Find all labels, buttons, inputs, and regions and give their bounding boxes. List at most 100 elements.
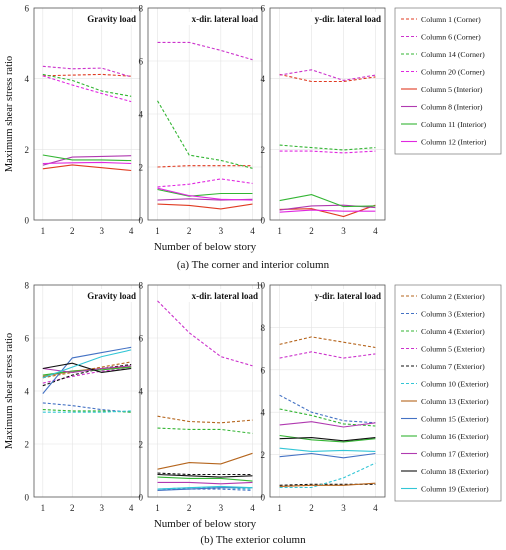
legend-label: Column 5 (Interior) — [421, 85, 483, 94]
series-line — [42, 366, 132, 377]
x-tick-label: 1 — [41, 503, 46, 513]
plot-frame — [269, 284, 386, 498]
y-tick-label: 2 — [25, 440, 30, 450]
legend-label: Column 19 (Exterior) — [421, 485, 489, 494]
chart-title-bg — [287, 12, 383, 25]
series-line — [42, 367, 132, 384]
plot-frame — [147, 7, 263, 221]
caption-exterior: (b) The exterior column — [200, 534, 306, 546]
legend-label: Column 17 (Exterior) — [421, 450, 489, 459]
x-axis-label: Number of below story — [154, 518, 257, 530]
series-line — [279, 69, 376, 81]
series-line — [42, 346, 132, 394]
x-tick-label: 1 — [41, 226, 46, 236]
y-tick-label: 4 — [25, 387, 30, 397]
x-tick-label: 2 — [309, 226, 314, 236]
x-axis-label: Number of below story — [154, 241, 257, 253]
legend-label: Column 12 (Interior) — [421, 138, 487, 147]
x-tick-label: 3 — [99, 503, 104, 513]
series-line — [42, 154, 132, 162]
series-line — [157, 300, 253, 367]
x-tick-label: 3 — [99, 226, 104, 236]
legend-label: Column 1 (Corner) — [421, 15, 481, 24]
x-tick-label: 2 — [70, 503, 75, 513]
legend-label: Column 2 (Exterior) — [421, 292, 485, 301]
legend-label: Column 10 (Exterior) — [421, 380, 489, 389]
series-line — [279, 73, 376, 83]
x-tick-label: 1 — [277, 226, 282, 236]
series-line — [42, 161, 132, 165]
y-tick-label: 4 — [261, 408, 266, 418]
x-tick-label: 2 — [187, 226, 192, 236]
series-line — [157, 488, 253, 491]
x-tick-label: 4 — [250, 226, 255, 236]
x-tick-label: 2 — [187, 503, 192, 513]
series-line — [157, 452, 253, 470]
x-tick-label: 4 — [373, 503, 378, 513]
series-line — [157, 187, 253, 201]
legend-label: Column 20 (Corner) — [421, 68, 485, 77]
series-line — [279, 351, 376, 359]
plot-frame — [33, 7, 141, 221]
y-tick-label: 4 — [25, 74, 30, 84]
y-tick-label: 8 — [261, 323, 266, 333]
y-tick-label: 6 — [261, 4, 266, 14]
series-line — [157, 487, 253, 491]
y-tick-label: 0 — [139, 493, 144, 503]
chart-title: Gravity load — [87, 291, 136, 301]
chart-title-bg — [74, 289, 138, 302]
y-tick-label: 0 — [25, 493, 30, 503]
legend-label: Column 15 (Exterior) — [421, 415, 489, 424]
series-line — [157, 476, 253, 482]
series-line — [279, 482, 376, 487]
series-line — [279, 336, 376, 349]
plot-frame — [147, 284, 263, 498]
x-tick-label: 4 — [250, 503, 255, 513]
caption-corner-interior: (a) The corner and interior column — [176, 259, 330, 271]
y-tick-label: 4 — [261, 74, 266, 84]
series-line — [157, 165, 253, 168]
chart-title: x-dir. lateral load — [192, 291, 258, 301]
plot-frame — [269, 7, 386, 221]
series-line — [157, 100, 253, 169]
chart-title: y-dir. lateral load — [315, 14, 381, 24]
series-line — [279, 150, 376, 154]
series-line — [279, 452, 376, 459]
x-tick-label: 4 — [129, 226, 134, 236]
y-tick-label: 2 — [139, 440, 144, 450]
legend-box — [394, 7, 502, 155]
series-line — [42, 402, 132, 413]
y-tick-label: 0 — [261, 216, 266, 226]
series-line — [42, 362, 132, 373]
y-tick-label: 10 — [256, 281, 266, 291]
series-line — [157, 41, 253, 61]
y-tick-label: 4 — [139, 110, 144, 120]
y-tick-label: 6 — [139, 57, 144, 67]
legend-label: Column 3 (Exterior) — [421, 310, 485, 319]
x-tick-label: 3 — [219, 226, 224, 236]
legend-label: Column 13 (Exterior) — [421, 397, 489, 406]
series-line — [157, 188, 253, 197]
y-tick-label: 6 — [261, 365, 266, 375]
plot-frame — [33, 284, 141, 498]
y-tick-label: 8 — [25, 281, 30, 291]
series-line — [42, 73, 132, 97]
series-line — [279, 144, 376, 151]
series-line — [157, 485, 253, 490]
y-tick-label: 2 — [261, 450, 266, 460]
x-tick-label: 2 — [70, 226, 75, 236]
chart-title: Gravity load — [87, 14, 136, 24]
chart-title-bg — [74, 12, 138, 25]
legend-label: Column 11 (Interior) — [421, 120, 487, 129]
series-line — [157, 473, 253, 478]
series-line — [42, 164, 132, 172]
y-tick-label: 2 — [139, 163, 144, 173]
y-tick-label: 6 — [25, 334, 30, 344]
legend-label: Column 8 (Interior) — [421, 103, 483, 112]
y-axis-label: Maximum shear stress ratio — [4, 333, 15, 449]
x-tick-label: 2 — [309, 503, 314, 513]
chart-title-bg — [164, 289, 260, 302]
legend-box — [394, 284, 502, 502]
series-line — [42, 349, 132, 379]
